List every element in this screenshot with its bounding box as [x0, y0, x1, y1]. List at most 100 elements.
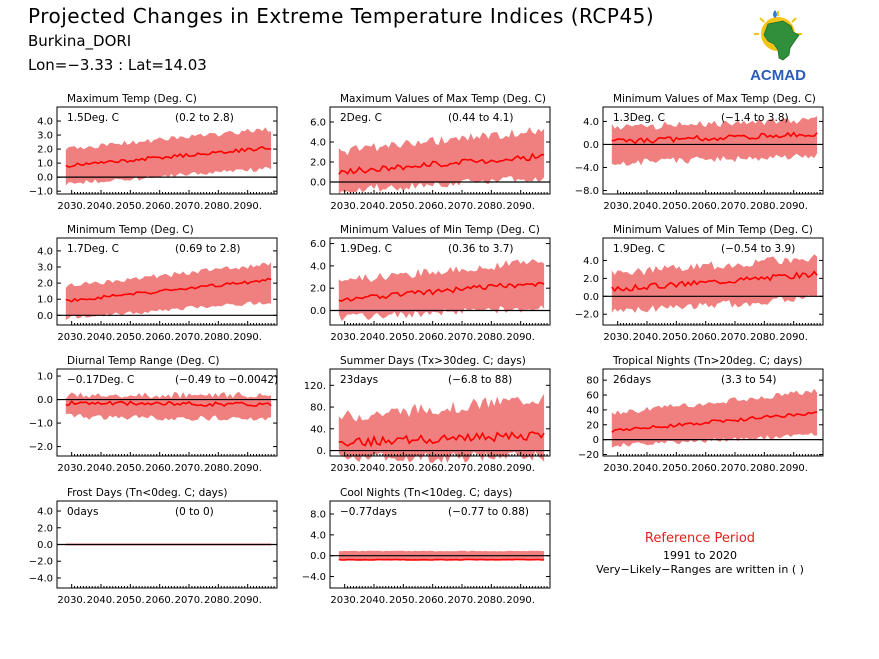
x-tick-label: 2030.: [330, 463, 359, 474]
chart-summary: 26days: [613, 374, 651, 386]
plot-frame: [602, 368, 824, 457]
chart-summary: 1.5Deg. C: [67, 112, 119, 124]
chart-title: Summer Days (Tx>30deg. C; days): [340, 355, 526, 367]
likely-range-band: [338, 259, 545, 322]
likely-range-band: [611, 116, 818, 166]
y-tick-label: 0: [593, 435, 599, 446]
median-line: [65, 146, 272, 168]
plot-frame: [56, 237, 278, 326]
y-tick-label: −4.0: [29, 573, 53, 584]
x-tick-label: 2070.: [448, 201, 477, 212]
x-tick-label: 2050.: [116, 595, 145, 606]
x-tick-label: 2060.: [418, 463, 447, 474]
x-tick-label: 2040.: [360, 332, 389, 343]
y-tick-label: 2.0: [310, 158, 326, 169]
x-tick-label: 2070.: [175, 463, 204, 474]
x-tick-label: 2060.: [145, 463, 174, 474]
x-tick-label: 2040.: [87, 201, 116, 212]
y-tick-label: 0.0: [583, 292, 599, 303]
likely-range-band: [338, 393, 545, 463]
y-tick-label: −20: [578, 450, 599, 461]
x-tick-label: 2090.: [233, 463, 262, 474]
chart-title: Maximum Values of Max Temp (Deg. C): [340, 93, 546, 105]
x-tick-label: 2080.: [204, 332, 233, 343]
x-tick-label: 2040.: [87, 595, 116, 606]
acmad-logo: ACMAD: [750, 10, 806, 84]
x-tick-label: 2090.: [506, 201, 535, 212]
y-tick-label: 4.0: [37, 117, 53, 128]
page-title: Projected Changes in Extreme Temperature…: [28, 4, 655, 28]
y-tick-label: −1.0: [29, 187, 53, 198]
x-tick-label: 2080.: [477, 595, 506, 606]
median-line: [611, 270, 818, 293]
location-name: Burkina_DORI: [28, 32, 132, 50]
chart-title: Minimum Values of Min Temp (Deg. C): [340, 224, 540, 236]
x-tick-label: 2070.: [721, 463, 750, 474]
x-tick-label: 2040.: [633, 201, 662, 212]
y-tick-label: 4.0: [310, 261, 326, 272]
chart-range: (0.69 to 2.8): [175, 243, 241, 255]
x-tick-label: 2040.: [87, 332, 116, 343]
x-tick-label: 2060.: [418, 201, 447, 212]
chart-range: (−0.54 to 3.9): [721, 243, 795, 255]
x-tick-label: 2030.: [57, 595, 86, 606]
chart-title: Tropical Nights (Tn>20deg. C; days): [612, 355, 802, 367]
x-tick-label: 2050.: [116, 201, 145, 212]
x-tick-label: 2070.: [448, 332, 477, 343]
x-tick-label: 2070.: [175, 332, 204, 343]
x-tick-label: 2080.: [204, 595, 233, 606]
chart-summary: 1.7Deg. C: [67, 243, 119, 255]
y-tick-label: 0.0: [310, 178, 326, 189]
plot-frame: [329, 237, 551, 326]
chart-summary: 1.3Deg. C: [613, 112, 665, 124]
x-tick-label: 2030.: [330, 595, 359, 606]
y-tick-label: −2.0: [29, 557, 53, 568]
reference-period-note: Very−Likely−Ranges are written in ( ): [596, 563, 804, 576]
median-line: [65, 277, 272, 303]
x-tick-label: 2050.: [389, 595, 418, 606]
x-tick-label: 2060.: [691, 463, 720, 474]
plot-frame: [56, 106, 278, 195]
y-tick-label: 1.0: [37, 372, 53, 383]
y-tick-label: −2.0: [575, 310, 599, 321]
africa-map-icon: [763, 20, 800, 61]
median-line: [611, 131, 818, 145]
x-tick-label: 2040.: [360, 595, 389, 606]
chart-title: Maximum Temp (Deg. C): [67, 93, 197, 105]
y-tick-label: 3.0: [37, 263, 53, 274]
y-tick-label: 4.0: [37, 507, 53, 518]
x-tick-label: 2080.: [750, 332, 779, 343]
median-line: [611, 411, 818, 433]
x-tick-label: 2090.: [779, 201, 808, 212]
x-tick-label: 2050.: [662, 463, 691, 474]
y-tick-label: 20: [586, 420, 599, 431]
y-tick-label: 8.0: [310, 510, 326, 521]
chart-panel-10: −4.0 −2.0 0.0 2.0 4.0 2030. 2040. 2050. 2060. 207…: [29, 487, 278, 606]
chart-summary: 23days: [340, 374, 378, 386]
x-tick-label: 2040.: [360, 201, 389, 212]
x-tick-label: 2060.: [691, 201, 720, 212]
plot-frame: [329, 500, 551, 589]
y-tick-label: 40.: [310, 424, 326, 435]
chart-range: (−6.8 to 88): [448, 374, 512, 386]
plot-frame: [329, 106, 551, 195]
chart-range: (0.2 to 2.8): [175, 112, 234, 124]
chart-summary: −0.17Deg. C: [67, 374, 134, 386]
x-tick-label: 2050.: [389, 463, 418, 474]
chart-range: (0.36 to 3.7): [448, 243, 514, 255]
y-tick-label: 1.0: [37, 159, 53, 170]
y-tick-label: 4.0: [37, 246, 53, 257]
median-line: [338, 152, 545, 175]
y-tick-label: 40: [586, 405, 599, 416]
chart-range: (0.44 to 4.1): [448, 112, 514, 124]
acmad-logo-text: ACMAD: [750, 67, 806, 84]
chart-summary: 2Deg. C: [340, 112, 382, 124]
y-tick-label: 1.0: [37, 295, 53, 306]
y-tick-label: −4.0: [575, 163, 599, 174]
chart-range: (0 to 0): [175, 506, 214, 518]
x-tick-label: 2050.: [389, 332, 418, 343]
plot-frame: [602, 106, 824, 195]
